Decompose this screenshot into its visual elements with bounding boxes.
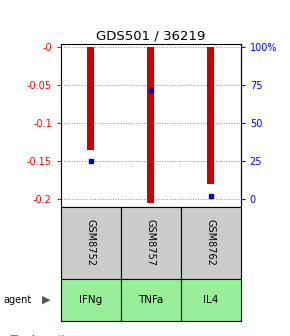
Text: agent: agent xyxy=(3,295,31,305)
Text: IL4: IL4 xyxy=(203,295,218,305)
Title: GDS501 / 36219: GDS501 / 36219 xyxy=(96,30,206,43)
Text: ▶: ▶ xyxy=(42,295,50,305)
Bar xyxy=(147,47,154,203)
Text: TNFa: TNFa xyxy=(138,295,164,305)
Text: GSM8757: GSM8757 xyxy=(146,219,156,266)
Text: GSM8752: GSM8752 xyxy=(86,219,96,266)
Text: GSM8762: GSM8762 xyxy=(206,219,216,266)
Text: IFNg: IFNg xyxy=(79,295,102,305)
Bar xyxy=(207,47,214,184)
Bar xyxy=(87,47,95,150)
Text: ■: ■ xyxy=(9,334,18,336)
Text: log ratio: log ratio xyxy=(32,335,70,336)
